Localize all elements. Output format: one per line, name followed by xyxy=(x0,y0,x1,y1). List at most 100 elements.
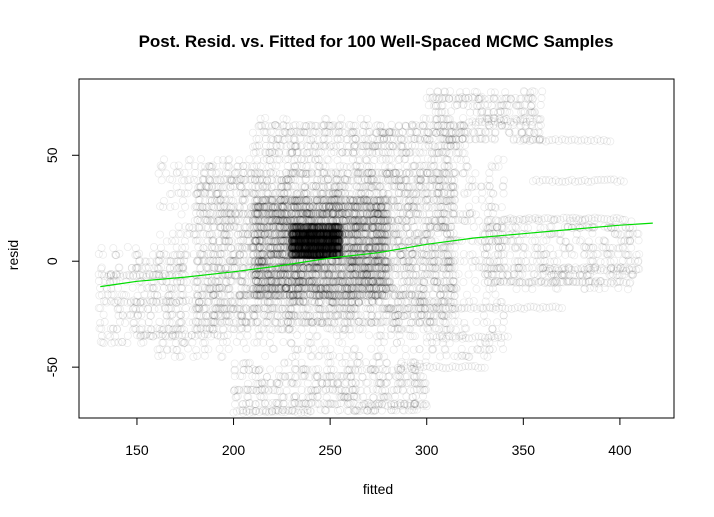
data-point xyxy=(301,229,310,238)
data-point xyxy=(299,222,308,231)
data-point xyxy=(335,223,344,232)
data-point xyxy=(312,236,321,245)
data-point xyxy=(322,230,331,239)
data-point xyxy=(318,250,327,259)
data-point xyxy=(301,229,310,238)
data-point xyxy=(288,230,297,239)
data-point xyxy=(309,243,318,252)
data-point xyxy=(288,236,297,245)
data-point xyxy=(319,230,328,239)
data-point xyxy=(322,223,331,232)
data-point xyxy=(314,235,323,244)
data-point xyxy=(322,243,331,252)
data-point xyxy=(323,230,332,239)
data-point xyxy=(323,242,332,251)
data-point xyxy=(312,250,321,259)
data-point xyxy=(291,236,300,245)
data-point xyxy=(289,237,298,246)
data-point xyxy=(311,237,320,246)
data-point xyxy=(323,230,332,239)
data-point xyxy=(291,250,300,259)
data-point xyxy=(333,229,342,238)
data-point xyxy=(323,229,332,238)
data-point xyxy=(311,230,320,239)
data-point xyxy=(305,243,314,252)
data-point xyxy=(299,244,308,253)
data-point xyxy=(329,243,338,252)
data-point xyxy=(308,223,317,232)
data-point xyxy=(329,230,338,239)
data-point xyxy=(309,243,318,252)
data-point xyxy=(308,223,317,232)
data-point xyxy=(327,236,336,245)
data-point xyxy=(290,237,299,246)
data-point xyxy=(314,243,323,252)
data-point xyxy=(318,243,327,252)
data-point xyxy=(315,237,324,246)
data-point xyxy=(310,223,319,232)
data-point xyxy=(314,243,323,252)
data-point xyxy=(322,229,331,238)
data-point xyxy=(310,243,319,252)
data-point xyxy=(304,222,313,231)
data-point xyxy=(290,236,299,245)
data-point xyxy=(324,223,333,232)
data-point xyxy=(329,230,338,239)
data-point xyxy=(301,243,310,252)
data-point xyxy=(292,243,301,252)
data-point xyxy=(300,250,309,259)
data-point xyxy=(308,237,317,246)
data-point xyxy=(307,242,316,251)
data-point xyxy=(292,250,301,259)
data-point xyxy=(292,244,301,253)
data-point xyxy=(314,249,323,258)
data-point xyxy=(302,230,311,239)
data-point xyxy=(305,230,314,239)
data-point xyxy=(300,243,309,252)
data-point xyxy=(309,236,318,245)
data-point xyxy=(288,244,297,253)
data-point xyxy=(288,242,297,251)
data-point xyxy=(327,237,336,246)
data-point xyxy=(289,250,298,259)
data-point xyxy=(302,243,311,252)
data-point xyxy=(324,243,333,252)
data-point xyxy=(289,237,298,246)
data-point xyxy=(332,236,341,245)
data-point xyxy=(310,244,319,253)
data-point xyxy=(322,244,331,253)
data-point xyxy=(296,236,305,245)
data-point xyxy=(327,243,336,252)
data-point xyxy=(315,236,324,245)
data-point xyxy=(299,242,308,251)
data-point xyxy=(315,236,324,245)
data-point xyxy=(329,250,338,259)
data-point xyxy=(287,244,296,253)
data-point xyxy=(309,237,318,246)
data-point xyxy=(316,236,325,245)
data-point xyxy=(293,235,302,244)
data-point xyxy=(328,236,337,245)
data-point xyxy=(329,250,338,259)
data-point xyxy=(300,230,309,239)
data-point xyxy=(306,229,315,238)
data-point xyxy=(303,229,312,238)
data-point xyxy=(300,230,309,239)
data-point xyxy=(297,249,306,258)
data-point xyxy=(298,230,307,239)
data-point xyxy=(321,250,330,259)
data-point xyxy=(303,223,312,232)
data-point xyxy=(307,223,316,232)
chart-title: Post. Resid. vs. Fitted for 100 Well-Spa… xyxy=(139,32,614,51)
data-point xyxy=(287,243,296,252)
data-point xyxy=(301,243,310,252)
data-point xyxy=(315,249,324,258)
data-point xyxy=(290,243,299,252)
data-point xyxy=(328,237,337,246)
data-point xyxy=(328,251,337,260)
plot-frame xyxy=(78,78,675,419)
data-point xyxy=(306,251,315,260)
data-point xyxy=(292,242,301,251)
data-point xyxy=(317,243,326,252)
data-point xyxy=(301,250,310,259)
